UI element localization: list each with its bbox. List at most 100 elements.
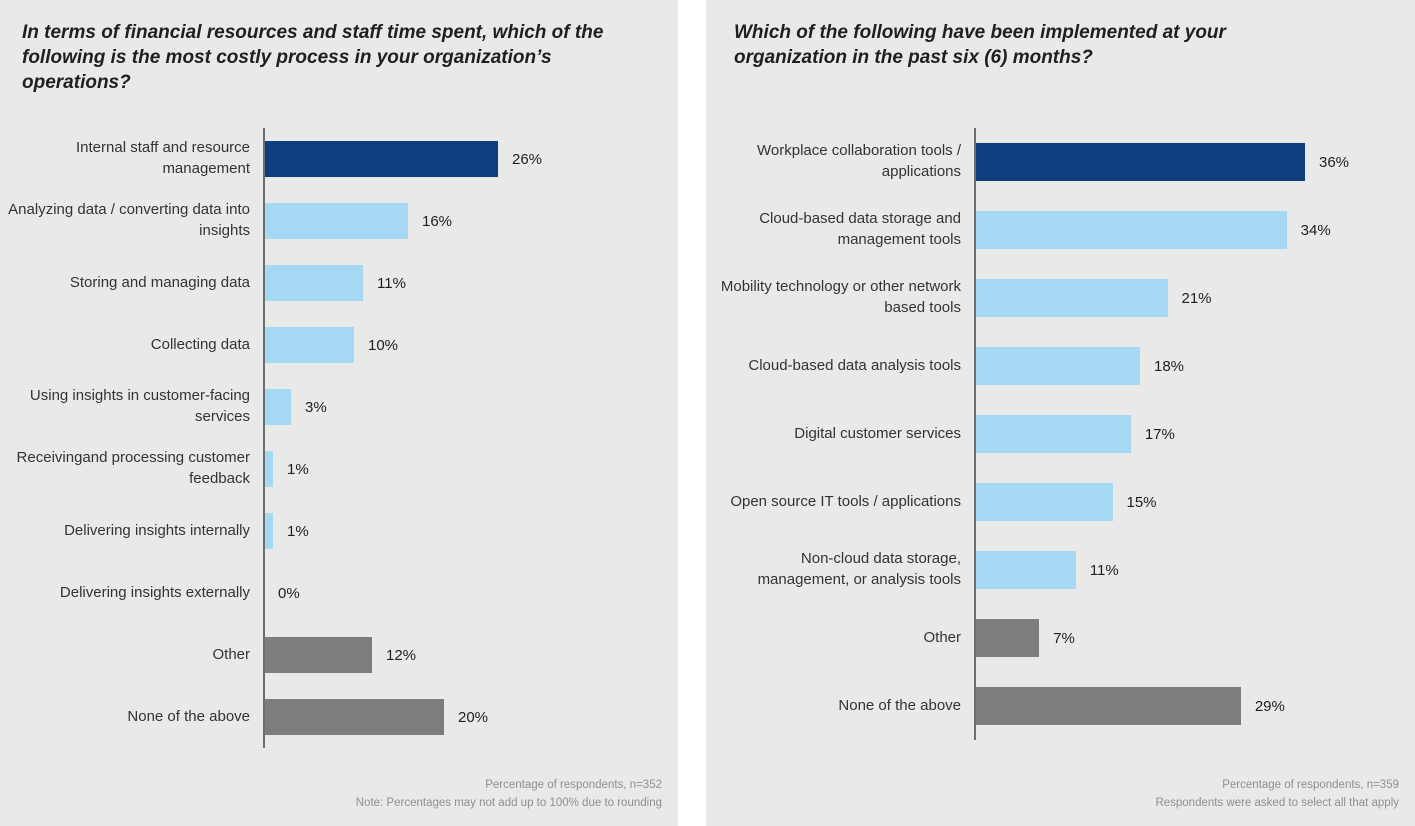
category-label: Storing and managing data [69,273,250,291]
category-label: None of the above [838,696,961,714]
bar [264,327,354,363]
chart-row: Analyzing data / converting data into in… [0,190,678,252]
value-label: 11% [1089,561,1119,579]
value-label: 29% [1254,697,1285,715]
bar-cell: 11% [975,551,1415,589]
chart-row: Collecting data 10% [0,314,678,376]
chart-title: Which of the following have been impleme… [734,22,1226,69]
panel-gutter [678,0,706,826]
bar [975,687,1241,725]
chart-row: Delivering insights internally 1% [0,500,678,562]
bar-cell: 29% [975,687,1415,725]
bar-cell: 26% [264,141,678,177]
bar-cell: 20% [264,699,678,735]
footnote-line: Percentage of respondents, n=352 [485,779,662,792]
bar [975,211,1287,249]
chart-row: Workplace collaboration tools / applicat… [706,128,1415,196]
chart-row: Other 12% [0,624,678,686]
chart-row: Receivingand processing customer feedbac… [0,438,678,500]
value-label: 15% [1126,493,1157,511]
bar [264,389,291,425]
chart-panel-costly-process: In terms of financial resources and staf… [0,0,678,826]
category-label: None of the above [127,707,250,725]
value-label: 34% [1300,221,1331,239]
plot-rows: Workplace collaboration tools / applicat… [706,128,1415,740]
value-label: 26% [512,150,543,168]
category-label: Workplace collaboration tools / applicat… [757,142,961,180]
value-label: 1% [287,522,309,540]
chart-row: Cloud-based data storage and management … [706,196,1415,264]
bar-cell: 3% [264,389,678,425]
bar-cell: 15% [975,483,1415,521]
category-label: Analyzing data / converting data into in… [8,201,250,239]
bar-cell: 36% [975,143,1415,181]
bar [264,265,363,301]
chart-row: None of the above 29% [706,672,1415,740]
chart-row: None of the above 20% [0,686,678,748]
plot-rows: Internal staff and resource management 26… [0,128,678,748]
bar-cell: 0% [264,575,678,611]
chart-row: Storing and managing data 11% [0,252,678,314]
value-label: 12% [386,646,417,664]
category-label: Internal staff and resource management [76,139,250,177]
category-label: Digital customer services [794,424,961,442]
chart-row: Internal staff and resource management 26… [0,128,678,190]
footnote-line: Respondents were asked to select all tha… [1155,797,1399,810]
bar [975,347,1140,385]
category-label: Using insights in customer-facing servic… [29,387,250,425]
bar [264,203,408,239]
category-label: Non-cloud data storage, management, or a… [757,550,961,588]
category-label: Cloud-based data analysis tools [748,356,961,374]
value-label: 11% [377,274,406,292]
bar [264,451,273,487]
bar-cell: 1% [264,451,678,487]
chart-title: In terms of financial resources and staf… [22,22,604,94]
bar-cell: 34% [975,211,1415,249]
chart-footnote: Percentage of respondents, n=359 Respond… [1155,777,1399,813]
value-label: 16% [422,212,453,230]
chart-row: Mobility technology or other network bas… [706,264,1415,332]
y-axis-line [974,128,976,740]
bar [975,483,1113,521]
category-label: Delivering insights internally [64,521,250,539]
category-label: Cloud-based data storage and management … [759,210,961,248]
chart-panel-implemented: Which of the following have been impleme… [706,0,1415,826]
bar [264,513,273,549]
chart-row: Delivering insights externally 0% [0,562,678,624]
bar [975,143,1305,181]
chart-row: Digital customer services 17% [706,400,1415,468]
footnote-line: Percentage of respondents, n=359 [1222,779,1399,792]
chart-row: Using insights in customer-facing servic… [0,376,678,438]
y-axis-line [263,128,265,748]
bar-cell: 21% [975,279,1415,317]
chart-row: Non-cloud data storage, management, or a… [706,536,1415,604]
plot-area: Workplace collaboration tools / applicat… [706,128,1415,740]
plot-area: Internal staff and resource management 26… [0,128,678,748]
bar [264,141,498,177]
bar-cell: 18% [975,347,1415,385]
bar [975,551,1076,589]
bar [264,637,372,673]
value-label: 3% [305,398,327,416]
category-label: Delivering insights externally [59,583,250,601]
chart-row: Cloud-based data analysis tools 18% [706,332,1415,400]
chart-footnote: Percentage of respondents, n=352 Note: P… [356,777,662,813]
chart-row: Open source IT tools / applications 15% [706,468,1415,536]
category-label: Other [923,628,961,646]
value-label: 10% [368,336,399,354]
value-label: 17% [1144,425,1175,443]
chart-row: Other 7% [706,604,1415,672]
value-label: 7% [1053,629,1075,647]
value-label: 36% [1319,153,1350,171]
bar [264,699,444,735]
bar-cell: 17% [975,415,1415,453]
bar [975,279,1168,317]
bar-cell: 7% [975,619,1415,657]
category-label: Mobility technology or other network bas… [720,278,961,316]
bar [975,619,1040,657]
bar-cell: 1% [264,513,678,549]
bar-cell: 11% [264,265,678,301]
category-label: Other [212,645,250,663]
bar-cell: 10% [264,327,678,363]
